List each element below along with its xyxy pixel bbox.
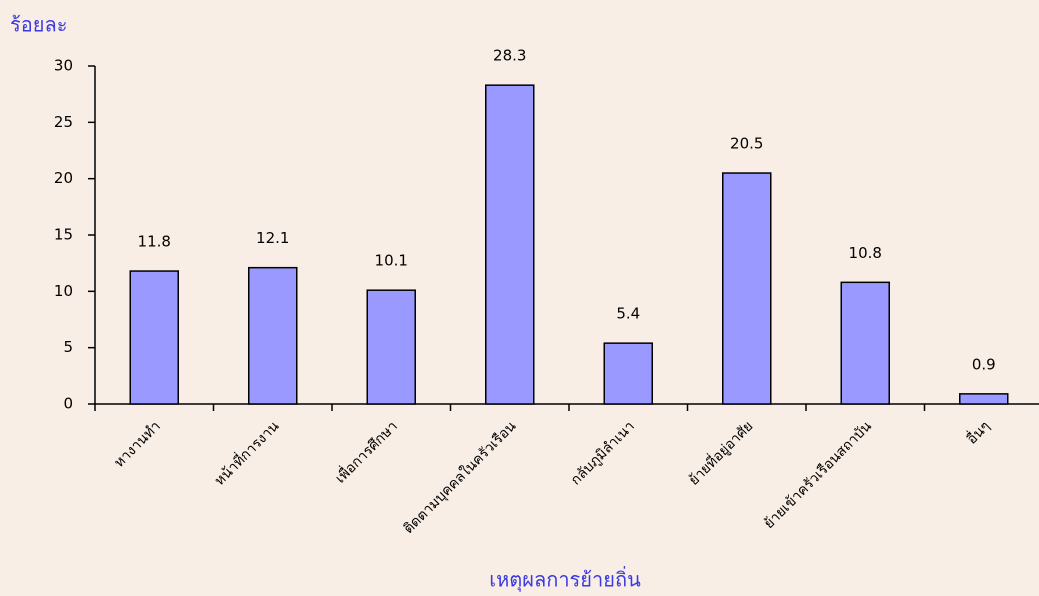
y-tick-label: 30 (54, 57, 73, 75)
y-tick-label: 10 (54, 282, 73, 300)
value-label: 10.1 (375, 252, 408, 270)
bar (722, 172, 772, 405)
value-label: 20.5 (730, 135, 763, 153)
value-label: 12.1 (256, 229, 289, 247)
y-tick-label: 0 (63, 395, 73, 413)
value-label: 0.9 (972, 355, 996, 373)
y-tick-label: 25 (54, 113, 73, 131)
y-tick-label: 5 (63, 338, 73, 356)
bar (840, 281, 890, 405)
y-tick-label: 15 (54, 226, 73, 244)
y-tick-label: 20 (54, 169, 73, 187)
x-axis-label: เหตุผลการย้ายถิ่น (489, 566, 641, 593)
value-label: 11.8 (138, 233, 171, 251)
value-label: 10.8 (849, 244, 882, 262)
bar (603, 342, 653, 405)
bar (485, 84, 535, 405)
value-label: 5.4 (616, 305, 640, 323)
value-label: 28.3 (493, 47, 526, 65)
bar (366, 289, 416, 405)
bar (248, 266, 298, 405)
bar (959, 393, 1009, 405)
bar (129, 270, 179, 405)
y-axis-label: ร้อยละ (10, 13, 67, 37)
